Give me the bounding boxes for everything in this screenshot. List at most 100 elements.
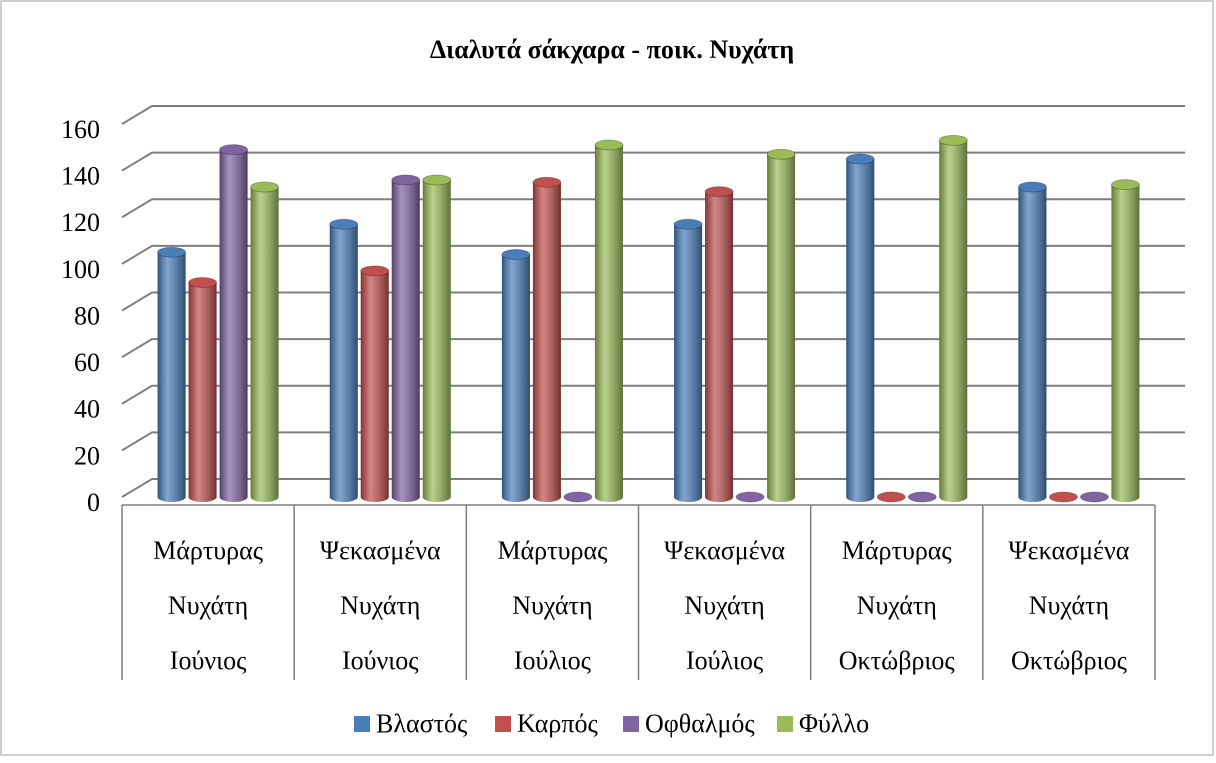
bar-cap — [157, 246, 187, 258]
bar-shade — [360, 270, 389, 497]
x-tick-label: Νυχάτη — [684, 591, 764, 620]
bar-cap — [501, 249, 531, 261]
y-tick-label: 160 — [61, 115, 100, 144]
bar-cap — [1110, 179, 1140, 191]
bar-base-shade — [422, 492, 451, 502]
bar — [766, 148, 796, 502]
grid-line — [121, 198, 1185, 219]
y-tick-label: 120 — [61, 208, 100, 237]
bar-base-shade — [939, 492, 968, 502]
bar — [1048, 491, 1078, 503]
bar-cap — [422, 174, 452, 186]
bar — [532, 176, 562, 502]
bar-cap — [938, 134, 968, 146]
bar-cap — [673, 218, 703, 230]
bar-shade — [391, 179, 420, 497]
bar-shade — [250, 186, 279, 497]
bar-shade — [532, 182, 561, 497]
bar-cap — [1017, 181, 1047, 193]
legend-swatch — [354, 716, 370, 732]
chart-title: Διαλυτά σάκχαρα - ποικ. Νυχάτη — [430, 35, 794, 64]
bar-shade — [767, 154, 796, 497]
y-tick-label: 0 — [87, 488, 100, 517]
bar — [907, 491, 937, 503]
bar-base-shade — [1111, 492, 1140, 502]
x-tick-label: Νυχάτη — [168, 591, 248, 620]
bar-shade — [422, 179, 451, 497]
bar — [1110, 179, 1140, 502]
bar-cap — [188, 277, 218, 289]
bar-base-shade — [846, 492, 875, 502]
bar-cap — [563, 491, 593, 503]
x-tick-label: Ψεκασμένα — [320, 536, 441, 565]
bar-shade — [501, 254, 530, 497]
grid-line — [121, 291, 1185, 312]
bar-cap — [391, 174, 421, 186]
y-tick-label: 20 — [74, 441, 100, 470]
bar-base-shade — [767, 492, 796, 502]
bar-cap — [907, 491, 937, 503]
bar — [938, 134, 968, 502]
bar-base-shade — [674, 492, 703, 502]
bar-cap — [250, 181, 280, 193]
x-tick-label: Μάρτυρας — [842, 536, 953, 565]
x-tick-label: Μάρτυρας — [153, 536, 264, 565]
x-tick-label: Οκτώβριος — [1011, 646, 1128, 675]
bar-cap — [876, 491, 906, 503]
bar-shade — [1018, 186, 1047, 497]
legend: Βλαστός Καρπός Οφθαλμός Φύλλο — [354, 709, 869, 738]
x-tick-label: Μάρτυρας — [497, 536, 608, 565]
bar-base-shade — [532, 492, 561, 502]
bar-base-shade — [391, 492, 420, 502]
x-tick-label: Νυχάτη — [340, 591, 420, 620]
bar — [704, 186, 734, 502]
legend-label: Οφθαλμός — [645, 709, 755, 738]
bar — [360, 265, 390, 502]
x-tick-label: Ιούνιος — [170, 646, 247, 675]
bar-shade — [705, 191, 734, 497]
bar — [673, 218, 703, 502]
bar — [876, 491, 906, 503]
x-tick-label: Νυχάτη — [857, 591, 937, 620]
bar — [501, 249, 531, 502]
bar — [188, 277, 218, 502]
legend-label: Καρπός — [517, 709, 599, 738]
bar — [157, 246, 187, 502]
bar-cap — [594, 139, 624, 151]
x-tick-label: Ψεκασμένα — [664, 536, 785, 565]
bar — [329, 218, 359, 502]
bar-shade — [939, 140, 968, 497]
x-tick-label: Νυχάτη — [512, 591, 592, 620]
y-tick-label: 40 — [74, 395, 100, 424]
bar — [250, 181, 280, 502]
grid-line — [121, 384, 1185, 405]
bar-cap — [532, 176, 562, 188]
y-tick-label: 140 — [61, 162, 100, 191]
bar — [735, 491, 765, 503]
bar-shade — [846, 158, 875, 497]
bar-cap — [704, 186, 734, 198]
grid-line — [121, 478, 1185, 498]
bar — [422, 174, 452, 502]
bar-base-shade — [250, 492, 279, 502]
bar-shade — [329, 224, 358, 497]
bar-shade — [674, 224, 703, 497]
bar — [845, 153, 875, 502]
grid-line — [121, 431, 1185, 452]
legend-swatch — [495, 716, 511, 732]
bar-base-shade — [219, 492, 248, 502]
x-tick-label: Νυχάτη — [1029, 591, 1109, 620]
x-tick-label: Ιούλιος — [686, 646, 764, 675]
y-tick-label: 60 — [74, 348, 100, 377]
legend-label: Φύλλο — [799, 709, 869, 738]
bar-cap — [360, 265, 390, 277]
bar — [219, 144, 249, 502]
x-tick-label: Ιούλιος — [514, 646, 592, 675]
bar-shade — [188, 282, 217, 497]
x-tick-label: Ψεκασμένα — [1008, 536, 1129, 565]
bar — [594, 139, 624, 502]
bar-cap — [219, 144, 249, 156]
x-tick-label: Ιούνιος — [342, 646, 419, 675]
bar-shade — [157, 252, 186, 497]
